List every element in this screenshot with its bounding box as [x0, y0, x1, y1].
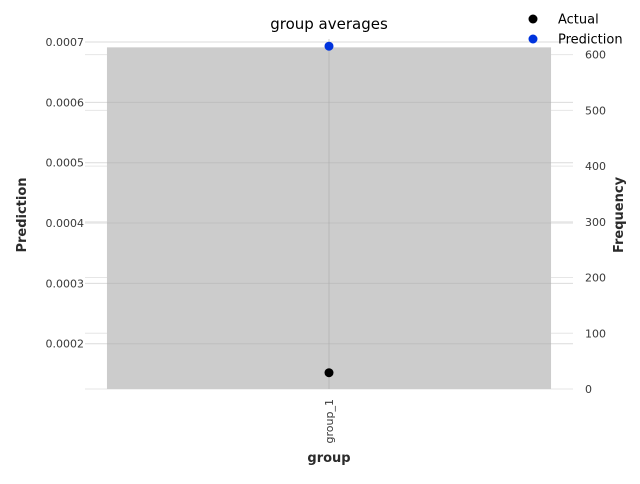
right-tick-label: 600	[585, 49, 606, 62]
point-prediction	[324, 41, 334, 51]
x-axis-label: group	[307, 451, 350, 466]
x-tick-label: group_1	[323, 399, 336, 443]
right-axis-ticks: 0 100 200 300 400 500 600	[585, 49, 606, 396]
left-tick-label: 0.0005	[46, 157, 85, 170]
left-tick-label: 0.0004	[46, 217, 85, 230]
right-tick-label: 400	[585, 160, 606, 173]
left-tick-label: 0.0003	[46, 277, 85, 290]
left-tick-label: 0.0007	[46, 36, 85, 49]
right-tick-label: 100	[585, 327, 606, 340]
legend-marker-prediction	[528, 34, 538, 44]
y-axis-label-right: Frequency	[612, 176, 627, 253]
chart-title: group averages	[270, 15, 388, 33]
left-axis-ticks: 0.0002 0.0003 0.0004 0.0005 0.0006 0.0007	[46, 36, 85, 351]
x-axis-ticks: group_1	[323, 399, 336, 443]
right-tick-label: 500	[585, 104, 606, 117]
right-tick-label: 200	[585, 272, 606, 285]
right-tick-label: 300	[585, 216, 606, 229]
legend-marker-actual	[528, 14, 538, 24]
legend-label-prediction: Prediction	[558, 33, 623, 48]
y-axis-label-left: Prediction	[15, 177, 30, 252]
point-actual	[324, 368, 334, 378]
left-tick-label: 0.0002	[46, 338, 85, 351]
legend-label-actual: Actual	[558, 13, 599, 28]
right-tick-label: 0	[585, 383, 592, 396]
series-points	[324, 41, 334, 378]
legend: Actual Prediction	[528, 13, 623, 48]
left-tick-label: 0.0006	[46, 96, 85, 109]
